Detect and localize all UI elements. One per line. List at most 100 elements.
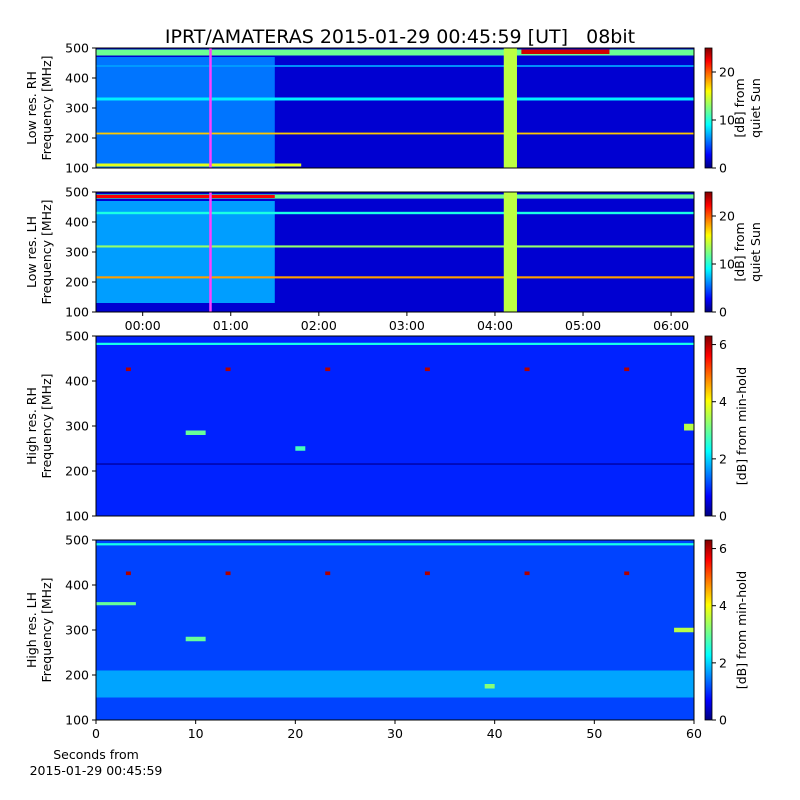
spectrogram-region bbox=[96, 132, 694, 135]
spectrogram-region bbox=[185, 430, 206, 435]
spectrogram-region bbox=[96, 602, 136, 606]
spectrogram-region bbox=[185, 636, 206, 642]
x-tick-label: 04:00 bbox=[477, 318, 513, 333]
spectrogram-region bbox=[624, 571, 630, 576]
x-tick-label: 05:00 bbox=[565, 318, 601, 333]
spectrogram-region bbox=[96, 65, 694, 67]
y-tick-label: 200 bbox=[65, 668, 89, 683]
y-tick-label: 500 bbox=[65, 185, 89, 200]
x-tick-label: 20 bbox=[287, 726, 303, 741]
x-tick-label: 10 bbox=[188, 726, 204, 741]
x-tick-label: 60 bbox=[686, 726, 702, 741]
colorbar-tick-label: 0 bbox=[719, 713, 727, 728]
spectrogram-region bbox=[96, 670, 694, 698]
spectrogram-region bbox=[96, 342, 694, 345]
colorbar-tick-label: 4 bbox=[719, 598, 727, 613]
spectrogram-region bbox=[484, 684, 495, 689]
y-tick-label: 100 bbox=[65, 161, 89, 176]
x-tick-label: 30 bbox=[387, 726, 403, 741]
x-tick-label: 06:00 bbox=[653, 318, 689, 333]
colorbar bbox=[704, 191, 713, 313]
spectrogram-region bbox=[503, 48, 517, 168]
spectrogram-region bbox=[295, 446, 306, 451]
y-tick-label: 300 bbox=[65, 623, 89, 638]
spectrogram-region bbox=[424, 571, 430, 576]
colorbar-tick-label: 20 bbox=[719, 209, 735, 224]
spectrogram-region bbox=[96, 194, 694, 199]
y-tick-label: 400 bbox=[65, 578, 89, 593]
colorbar-tick-label: 2 bbox=[719, 451, 727, 466]
spectrogram-region bbox=[96, 211, 694, 215]
y-tick-label: 100 bbox=[65, 305, 89, 320]
colorbar bbox=[704, 539, 713, 721]
spectrogram-region bbox=[96, 57, 275, 168]
spectrogram-region bbox=[96, 97, 694, 101]
x-tick-label: 00:00 bbox=[125, 318, 161, 333]
y-axis-label: Frequency [MHz] bbox=[39, 373, 54, 478]
colorbar-tick-label: 6 bbox=[719, 541, 727, 556]
spectrogram-region bbox=[96, 463, 694, 465]
colorbar-label: [dB] from bbox=[732, 78, 747, 137]
spectrogram-region bbox=[96, 276, 694, 279]
colorbar-tick-label: 0 bbox=[719, 509, 727, 524]
spectrogram-region bbox=[674, 627, 694, 633]
spectrogram-region bbox=[96, 543, 694, 546]
spectrogram-region bbox=[524, 571, 530, 576]
y-axis-label: Low res. LH bbox=[24, 216, 39, 288]
y-tick-label: 500 bbox=[65, 533, 89, 548]
spectrogram-region bbox=[96, 163, 302, 167]
y-axis-label: Frequency [MHz] bbox=[39, 577, 54, 682]
spectrogram-region bbox=[325, 367, 331, 372]
x-axis-label: 2015-01-29 00:45:59 bbox=[30, 763, 163, 778]
y-tick-label: 200 bbox=[65, 275, 89, 290]
spectrogram-region bbox=[225, 367, 231, 372]
x-tick-label: 01:00 bbox=[213, 318, 249, 333]
y-axis-label: Frequency [MHz] bbox=[39, 199, 54, 304]
x-tick-label: 03:00 bbox=[389, 318, 425, 333]
spectrogram-region bbox=[624, 367, 630, 372]
spectrogram-region bbox=[524, 367, 530, 372]
colorbar-tick-label: 2 bbox=[719, 655, 727, 670]
spectrogram-region bbox=[684, 423, 694, 431]
colorbar-tick-label: 10 bbox=[719, 113, 735, 128]
colorbar-label: [dB] from min-hold bbox=[734, 367, 749, 485]
colorbar-label: quiet Sun bbox=[748, 78, 763, 138]
spectrogram-region bbox=[96, 49, 694, 56]
spectrogram-region bbox=[125, 571, 131, 576]
x-tick-label: 40 bbox=[487, 726, 503, 741]
y-axis-label: High res. RH bbox=[24, 387, 39, 465]
y-tick-label: 400 bbox=[65, 215, 89, 230]
y-tick-label: 500 bbox=[65, 329, 89, 344]
y-tick-label: 300 bbox=[65, 101, 89, 116]
colorbar-tick-label: 10 bbox=[719, 257, 735, 272]
y-tick-label: 500 bbox=[65, 41, 89, 56]
y-tick-label: 400 bbox=[65, 71, 89, 86]
y-tick-label: 100 bbox=[65, 509, 89, 524]
y-tick-label: 200 bbox=[65, 464, 89, 479]
spectrogram-region bbox=[96, 195, 275, 198]
colorbar-tick-label: 4 bbox=[719, 394, 727, 409]
colorbar-tick-label: 0 bbox=[719, 161, 727, 176]
y-tick-label: 400 bbox=[65, 374, 89, 389]
spectrogram-region bbox=[325, 571, 331, 576]
colorbar-tick-label: 0 bbox=[719, 305, 727, 320]
y-tick-label: 300 bbox=[65, 419, 89, 434]
y-axis-label: Frequency [MHz] bbox=[39, 55, 54, 160]
x-axis-label: Seconds from bbox=[53, 747, 139, 762]
y-axis-label: Low res. RH bbox=[24, 71, 39, 145]
colorbar bbox=[704, 47, 713, 169]
y-tick-label: 300 bbox=[65, 245, 89, 260]
spectrogram-region bbox=[503, 192, 517, 312]
colorbar-tick-label: 6 bbox=[719, 337, 727, 352]
x-tick-label: 02:00 bbox=[301, 318, 337, 333]
spectrogram-region bbox=[521, 49, 610, 54]
colorbar bbox=[704, 335, 713, 517]
x-tick-label: 0 bbox=[92, 726, 100, 741]
spectrogram-region bbox=[125, 367, 131, 372]
y-tick-label: 200 bbox=[65, 131, 89, 146]
spectrogram-region bbox=[225, 571, 231, 576]
colorbar-label: quiet Sun bbox=[748, 222, 763, 282]
y-axis-label: High res. LH bbox=[24, 592, 39, 668]
spectrogram-region bbox=[424, 367, 430, 372]
